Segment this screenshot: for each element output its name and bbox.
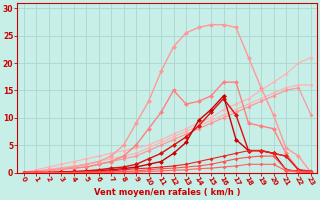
X-axis label: Vent moyen/en rafales ( km/h ): Vent moyen/en rafales ( km/h )	[94, 188, 241, 197]
